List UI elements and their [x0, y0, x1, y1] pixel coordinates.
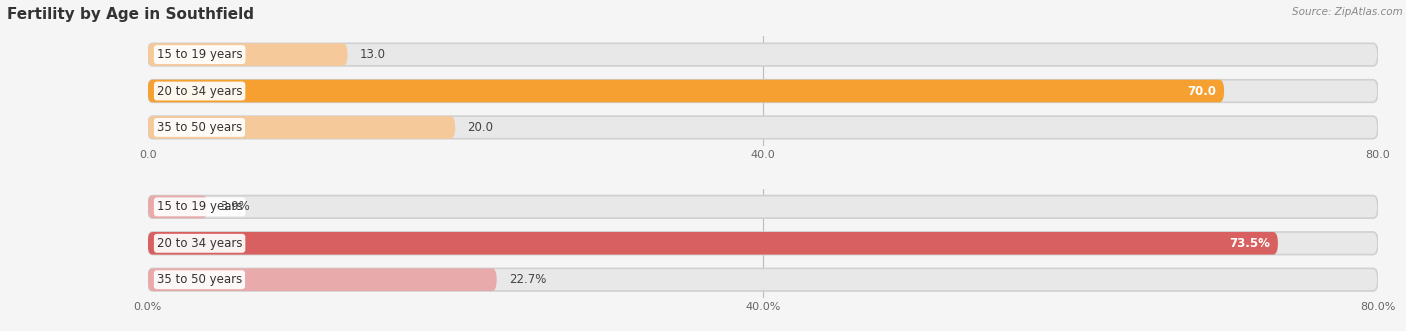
Text: 20.0: 20.0 [467, 121, 494, 134]
Text: 15 to 19 years: 15 to 19 years [157, 200, 242, 213]
FancyBboxPatch shape [148, 43, 347, 66]
Text: 13.0: 13.0 [360, 48, 385, 61]
Text: 35 to 50 years: 35 to 50 years [157, 121, 242, 134]
Text: 22.7%: 22.7% [509, 273, 547, 286]
FancyBboxPatch shape [148, 116, 1378, 139]
FancyBboxPatch shape [148, 43, 1378, 66]
Text: 15 to 19 years: 15 to 19 years [157, 48, 242, 61]
FancyBboxPatch shape [148, 116, 456, 139]
FancyBboxPatch shape [148, 196, 1378, 218]
FancyBboxPatch shape [148, 232, 1378, 255]
Text: 73.5%: 73.5% [1229, 237, 1270, 250]
Text: 70.0: 70.0 [1188, 84, 1216, 98]
FancyBboxPatch shape [148, 268, 496, 291]
Text: 20 to 34 years: 20 to 34 years [157, 237, 242, 250]
Text: 3.9%: 3.9% [219, 200, 250, 213]
FancyBboxPatch shape [148, 80, 1378, 102]
FancyBboxPatch shape [148, 80, 1225, 102]
FancyBboxPatch shape [148, 268, 1378, 291]
Text: 35 to 50 years: 35 to 50 years [157, 273, 242, 286]
FancyBboxPatch shape [148, 232, 1278, 255]
Text: Source: ZipAtlas.com: Source: ZipAtlas.com [1292, 7, 1403, 17]
FancyBboxPatch shape [148, 196, 208, 218]
Text: 20 to 34 years: 20 to 34 years [157, 84, 242, 98]
Text: Fertility by Age in Southfield: Fertility by Age in Southfield [7, 7, 254, 22]
